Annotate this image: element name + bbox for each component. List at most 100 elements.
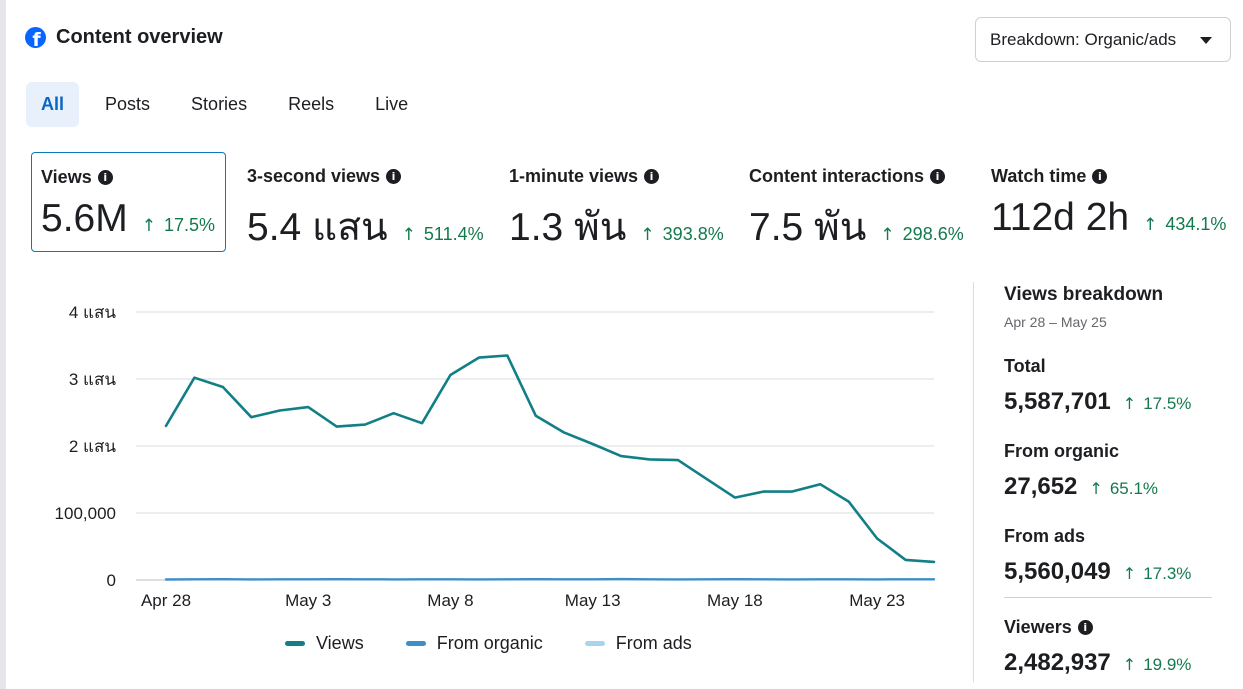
metric-delta-value: 17.5%: [163, 215, 215, 235]
left-edge-strip: [0, 0, 6, 689]
arrow-up-icon: ↑: [1122, 564, 1137, 583]
ads-value: 5,560,049: [1004, 558, 1111, 585]
ads-value-row: 5,560,049 ↑ 17.3%: [1004, 558, 1191, 586]
info-icon[interactable]: i: [1092, 169, 1108, 184]
breakdown-dropdown-label: Breakdown: Organic/ads: [990, 29, 1177, 49]
metric-delta-value: 393.8%: [662, 224, 724, 244]
tab-live[interactable]: Live: [375, 94, 409, 114]
legend-label: Views: [316, 633, 364, 653]
info-icon[interactable]: i: [386, 169, 402, 184]
viewers-label: Viewers: [1004, 617, 1072, 637]
metric-label: 1-minute views: [509, 166, 639, 186]
arrow-up-icon: ↑: [1122, 394, 1137, 413]
tab-reels[interactable]: Reels: [288, 94, 335, 114]
metric-delta: ↑ 17.5%: [142, 215, 215, 236]
x-tick-label: May 3: [285, 591, 331, 610]
breakdown-title: Views breakdown: [1004, 284, 1164, 305]
page-title: Content overview: [56, 26, 223, 48]
y-tick-label: 0: [107, 571, 116, 590]
tab-posts[interactable]: Posts: [105, 94, 151, 114]
x-tick-label: Apr 28: [141, 591, 191, 610]
metric-label-wrap: 3-second views i: [247, 166, 402, 187]
legend-item-from-ads[interactable]: From ads: [584, 633, 692, 654]
y-tick-label: 3 แสน: [69, 370, 117, 389]
viewers-delta: ↑ 19.9%: [1123, 655, 1192, 675]
metric-delta: ↑ 393.8%: [640, 224, 723, 245]
metric-value: 1.3 พัน: [509, 206, 627, 249]
legend-item-from-organic[interactable]: From organic: [405, 633, 543, 654]
arrow-up-icon: ↑: [1122, 655, 1137, 674]
header: f Content overview: [25, 26, 223, 49]
tab-all[interactable]: All: [26, 82, 80, 127]
metric-value: 5.4 แสน: [247, 206, 388, 249]
metric-label: Watch time: [991, 166, 1087, 186]
metric-label-wrap: Watch time i: [991, 166, 1108, 187]
organic-delta: ↑ 65.1%: [1089, 479, 1158, 499]
info-icon[interactable]: i: [97, 170, 113, 185]
arrow-up-icon: ↑: [1143, 215, 1158, 235]
total-delta: ↑ 17.5%: [1123, 394, 1192, 414]
legend-item-views[interactable]: Views: [285, 633, 364, 654]
info-icon[interactable]: i: [1077, 620, 1093, 635]
organic-value-row: 27,652 ↑ 65.1%: [1004, 473, 1158, 501]
metric-value-row: 7.5 พัน ↑ 298.6%: [749, 196, 964, 258]
ads-delta: ↑ 17.3%: [1123, 564, 1192, 584]
y-tick-label: 100,000: [55, 504, 116, 523]
metric-label: 3-second views: [247, 166, 381, 186]
viewers-value: 2,482,937: [1004, 649, 1111, 676]
metric-value-row: 5.4 แสน ↑ 511.4%: [247, 196, 484, 258]
legend-label: From ads: [615, 633, 692, 653]
legend-swatch: [405, 641, 426, 646]
metric-delta: ↑ 511.4%: [402, 224, 484, 245]
arrow-up-icon: ↑: [141, 216, 156, 236]
breakdown-date-range: Apr 28 – May 25: [1004, 314, 1107, 330]
tab-stories[interactable]: Stories: [191, 94, 248, 114]
x-tick-label: May 18: [707, 591, 763, 610]
viewers-value-row: 2,482,937 ↑ 19.9%: [1004, 649, 1191, 677]
metric-delta-value: 434.1%: [1165, 214, 1227, 234]
y-tick-label: 2 แสน: [69, 437, 117, 456]
legend-swatch: [584, 641, 605, 646]
info-icon[interactable]: i: [644, 169, 660, 184]
organic-label: From organic: [1004, 441, 1120, 461]
metric-value-row: 112d 2h ↑ 434.1%: [991, 196, 1226, 240]
breakdown-dropdown[interactable]: Breakdown: Organic/ads: [975, 17, 1231, 62]
breakdown-divider: [1004, 597, 1212, 598]
caret-down-icon: [1200, 37, 1212, 44]
metric-delta: ↑ 434.1%: [1143, 214, 1226, 235]
viewers-label-wrap: Viewers i: [1004, 617, 1093, 638]
panel-divider: [973, 282, 974, 682]
metric-label-wrap: Content interactions i: [749, 166, 946, 187]
total-value-row: 5,587,701 ↑ 17.5%: [1004, 388, 1191, 416]
metric-card-views[interactable]: Views i 5.6M ↑ 17.5%: [31, 152, 226, 252]
metric-card-3-second-views[interactable]: 3-second views i 5.4 แสน ↑ 511.4%: [238, 152, 488, 252]
views-line-chart[interactable]: 0 100,000 2 แสน 3 แสน 4 แสน Apr 28 May 3 May 8 M…: [30, 290, 950, 610]
total-label: Total: [1004, 356, 1046, 376]
ads-label: From ads: [1004, 526, 1086, 546]
x-tick-label: May 8: [427, 591, 473, 610]
metric-value: 5.6M: [41, 197, 128, 240]
facebook-logo-icon: f: [25, 27, 46, 48]
metric-value: 7.5 พัน: [749, 206, 867, 249]
metric-card-content-interactions[interactable]: Content interactions i 7.5 พัน ↑ 298.6%: [740, 152, 975, 252]
arrow-up-icon: ↑: [640, 225, 655, 245]
total-delta-value: 17.5%: [1143, 394, 1192, 413]
metric-label: Views: [41, 167, 92, 187]
arrow-up-icon: ↑: [880, 225, 895, 245]
metric-card-1-minute-views[interactable]: 1-minute views i 1.3 พัน ↑ 393.8%: [500, 152, 730, 252]
x-tick-label: May 13: [565, 591, 621, 610]
legend-swatch: [285, 641, 305, 646]
chart-svg: 0 100,000 2 แสน 3 แสน 4 แสน Apr 28 May 3 May 8 M…: [55, 303, 936, 610]
metric-label-wrap: 1-minute views i: [509, 166, 660, 187]
metric-card-watch-time[interactable]: Watch time i 112d 2h ↑ 434.1%: [982, 152, 1232, 252]
arrow-up-icon: ↑: [1089, 479, 1103, 498]
organic-delta-value: 65.1%: [1109, 479, 1159, 498]
organic-value: 27,652: [1004, 473, 1078, 500]
y-tick-label: 4 แสน: [69, 303, 117, 322]
metric-delta-value: 511.4%: [423, 224, 484, 244]
info-icon[interactable]: i: [930, 169, 946, 184]
ads-delta-value: 17.3%: [1143, 564, 1192, 583]
metric-value: 112d 2h: [991, 196, 1130, 239]
viewers-delta-value: 19.9%: [1143, 655, 1192, 674]
metric-value-row: 1.3 พัน ↑ 393.8%: [509, 196, 724, 258]
